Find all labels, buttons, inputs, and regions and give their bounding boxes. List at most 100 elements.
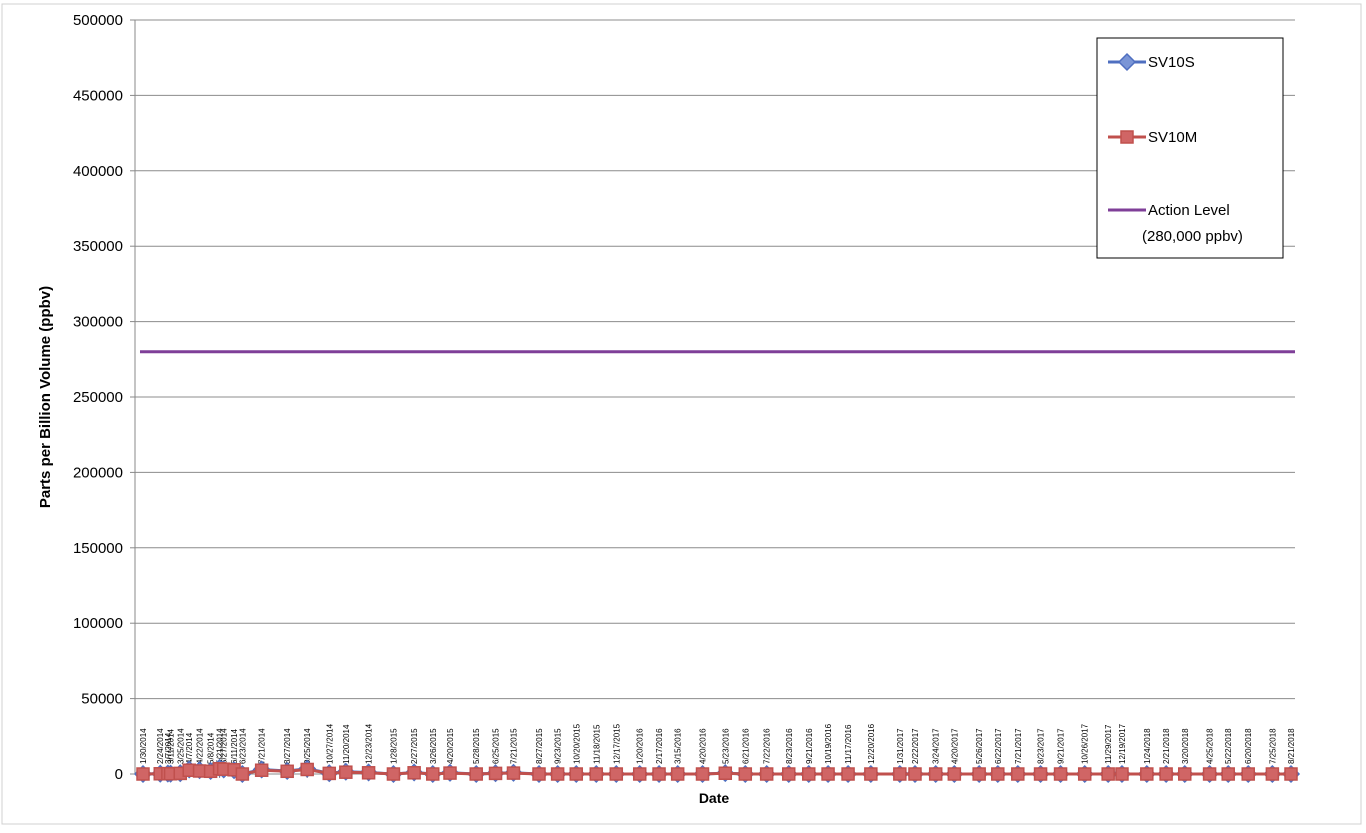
data-point-square [322,766,337,781]
data-point-square [738,767,753,781]
x-tick-label: 7/21/2017 [1014,728,1023,764]
x-tick-label: 4/20/2016 [699,728,708,764]
data-point-square [991,767,1005,781]
x-tick-label: 5/28/2015 [472,728,481,764]
x-tick-label: 7/22/2016 [763,728,772,764]
x-tick-label: 8/23/2017 [1037,728,1046,764]
x-tick-label: 1/28/2015 [389,728,398,764]
data-point-square [550,767,565,781]
data-point-square [947,767,962,781]
y-tick-label: 250000 [73,389,123,406]
legend-label-action-level: Action Level [1148,202,1230,219]
x-tick-label: 2/21/2018 [1162,728,1171,764]
legend-label-sv10m: SV10M [1148,129,1197,146]
data-point-square [841,767,855,781]
x-tick-label: 3/24/2017 [932,728,941,764]
legend-label-action-level-value: (280,000 ppbv) [1142,228,1243,245]
x-tick-label: 8/27/2014 [283,728,292,764]
data-point-square [300,762,314,777]
x-tick-label: 9/25/2014 [303,728,312,764]
y-axis-ticks: 0 50000 100000 150000 200000 250000 300000 3500… [73,12,135,783]
data-point-square [426,767,440,781]
data-point-square [1011,767,1025,781]
page-border [1,3,1362,825]
x-tick-label: 10/26/2017 [1081,723,1090,764]
x-tick-label: 6/11/2014 [230,728,239,764]
data-point-square [759,767,774,781]
data-point-square [569,767,584,781]
x-tick-label: 12/17/2015 [612,723,621,764]
x-tick-label: 5/22/2018 [1224,728,1233,764]
legend-box [1096,37,1284,259]
data-point-square [192,764,207,778]
data-point-square [1140,767,1154,781]
series-sv10m [136,761,1298,781]
x-tick-label: 11/17/2016 [844,724,853,764]
data-point-square [864,767,878,781]
x-tick-label: 1/20/2016 [636,728,645,764]
data-point-square [386,767,401,781]
x-tick-label: 2/22/2017 [911,728,920,764]
x-tick-label: 7/21/2015 [509,728,518,764]
data-point-square [407,766,421,780]
y-tick-label: 150000 [73,540,123,557]
x-tick-label: 9/21/2016 [805,728,814,764]
x-tick-label: 8/27/2015 [535,728,544,764]
x-tick-label: 10/27/2014 [325,723,334,764]
y-tick-label: 450000 [73,87,123,104]
x-tick-label: 8/23/2016 [785,728,794,764]
data-point-square [1077,767,1092,781]
x-tick-label: 11/18/2015 [592,724,601,764]
x-tick-label: 3/15/2016 [674,728,683,764]
y-tick-label: 350000 [73,238,123,255]
x-tick-label: 7/25/2018 [1268,728,1277,764]
data-point-square [1101,767,1115,781]
x-tick-label: 3/25/2014 [176,728,185,764]
y-tick-label: 0 [115,766,123,783]
data-point-square [695,767,710,781]
data-point-square [339,765,353,779]
data-point-square [506,766,521,780]
data-point-square [488,766,503,781]
x-tick-label: 11/29/2017 [1104,724,1113,764]
data-point-square [1159,767,1173,781]
data-point-square [469,767,483,781]
x-tick-label: 10/20/2015 [572,723,581,764]
data-point-square [908,767,922,781]
x-tick-label: 6/23/2014 [238,728,247,764]
data-point-square [1178,767,1192,781]
x-tick-label: 6/25/2015 [492,728,501,764]
data-point-square [632,767,647,781]
data-point-square [928,767,943,781]
x-tick-label: 5/26/2017 [975,728,984,764]
x-tick-label: 8/21/2018 [1287,728,1296,764]
x-tick-label: 12/19/2017 [1118,723,1127,764]
data-point-square [1202,767,1217,781]
data-point-square [443,766,457,780]
x-tick-label: 7/21/2014 [258,728,267,764]
data-point-square [972,767,986,781]
x-tick-label: 4/20/2017 [950,728,959,764]
y-tick-label: 400000 [73,163,123,180]
data-point-square [652,767,666,781]
data-point-square [361,766,376,780]
x-tick-label: 4/22/2014 [196,728,205,764]
data-point-square [1221,767,1235,781]
x-tick-label: 5/27/2014 [220,728,229,764]
data-point-square [235,767,250,781]
x-tick-label: 6/21/2016 [741,728,750,764]
y-tick-label: 300000 [73,314,123,331]
data-point-square [1053,767,1068,781]
x-tick-label: 10/19/2016 [824,723,833,764]
data-point-square [782,767,796,781]
data-point-square [1033,767,1048,781]
y-tick-label: 100000 [73,615,123,632]
legend: SV10S SV10M Action Level (280,000 ppbv) [1096,37,1284,259]
x-tick-label: 3/7/2014 [164,732,173,764]
data-point-square [609,767,624,781]
data-point-square [136,767,150,781]
x-tick-label: 12/20/2016 [867,723,876,764]
data-point-square [280,764,294,779]
data-point-square [1284,767,1298,781]
